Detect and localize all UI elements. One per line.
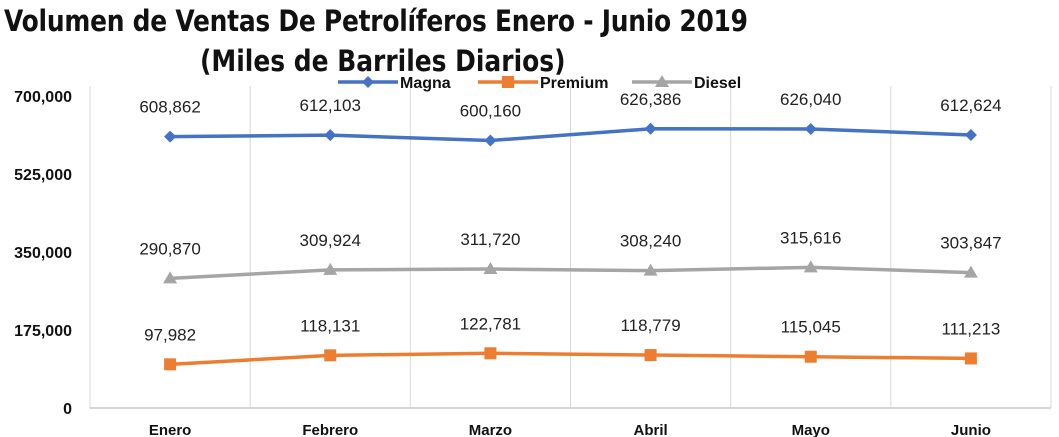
data-point-diesel — [643, 263, 658, 276]
data-point-premium — [484, 347, 497, 360]
legend-marker-premium — [502, 76, 514, 88]
data-label-premium: 97,982 — [144, 325, 196, 344]
data-point-diesel — [323, 262, 338, 275]
y-tick-label: 525,000 — [14, 167, 72, 184]
data-label-diesel: 309,924 — [300, 231, 361, 250]
data-point-premium — [644, 349, 657, 362]
data-label-magna: 612,103 — [300, 96, 361, 115]
data-point-diesel — [483, 262, 498, 275]
x-tick-label: Enero — [149, 422, 192, 437]
data-point-magna — [484, 134, 497, 147]
series-line-diesel — [169, 265, 971, 281]
y-tick-label: 350,000 — [14, 245, 72, 262]
legend-label-premium: Premium — [540, 75, 608, 92]
x-tick-label: Febrero — [302, 422, 358, 437]
x-tick-label: Marzo — [469, 422, 512, 437]
data-point-diesel — [163, 271, 178, 284]
data-point-premium — [324, 349, 337, 362]
data-point-diesel — [963, 265, 978, 278]
series-line-premium — [169, 351, 971, 367]
data-point-magna — [324, 129, 337, 142]
chart-title: Volumen de Ventas De Petrolíferos Enero … — [4, 4, 748, 38]
data-point-diesel — [803, 260, 818, 273]
data-label-magna: 626,040 — [780, 90, 841, 109]
data-label-diesel: 315,616 — [780, 228, 841, 247]
y-tick-label: 175,000 — [14, 323, 72, 340]
legend-marker-magna — [362, 76, 374, 88]
data-label-magna: 612,624 — [940, 96, 1001, 115]
data-label-premium: 122,781 — [460, 314, 521, 333]
x-tick-label: Junio — [951, 422, 991, 437]
data-label-diesel: 308,240 — [620, 232, 681, 251]
x-tick-label: Abril — [633, 422, 667, 437]
data-label-magna: 608,862 — [139, 98, 200, 117]
legend-marker-diesel — [655, 75, 669, 87]
data-label-premium: 118,131 — [300, 316, 360, 335]
legend-label-diesel: Diesel — [694, 75, 741, 92]
y-tick-label: 0 — [63, 401, 72, 418]
x-tick-label: Mayo — [792, 422, 830, 437]
data-label-diesel: 303,847 — [940, 234, 1001, 253]
data-label-premium: 111,213 — [941, 319, 1000, 338]
data-point-premium — [804, 350, 817, 363]
data-label-diesel: 290,870 — [139, 239, 200, 258]
data-point-premium — [164, 358, 177, 371]
data-point-magna — [964, 128, 977, 141]
data-label-premium: 115,045 — [781, 318, 841, 337]
data-label-diesel: 311,720 — [460, 230, 520, 249]
data-point-magna — [164, 130, 177, 143]
data-point-magna — [804, 122, 817, 135]
series-line-magna — [170, 127, 971, 143]
data-point-premium — [964, 352, 977, 365]
data-label-magna: 600,160 — [460, 102, 521, 121]
data-label-premium: 118,779 — [620, 316, 680, 335]
legend-label-magna: Magna — [400, 75, 451, 92]
data-label-magna: 626,386 — [620, 90, 681, 109]
chart-subtitle: (Miles de Barriles Diarios) — [200, 44, 566, 78]
y-tick-label: 700,000 — [14, 89, 72, 106]
data-point-magna — [644, 122, 657, 135]
